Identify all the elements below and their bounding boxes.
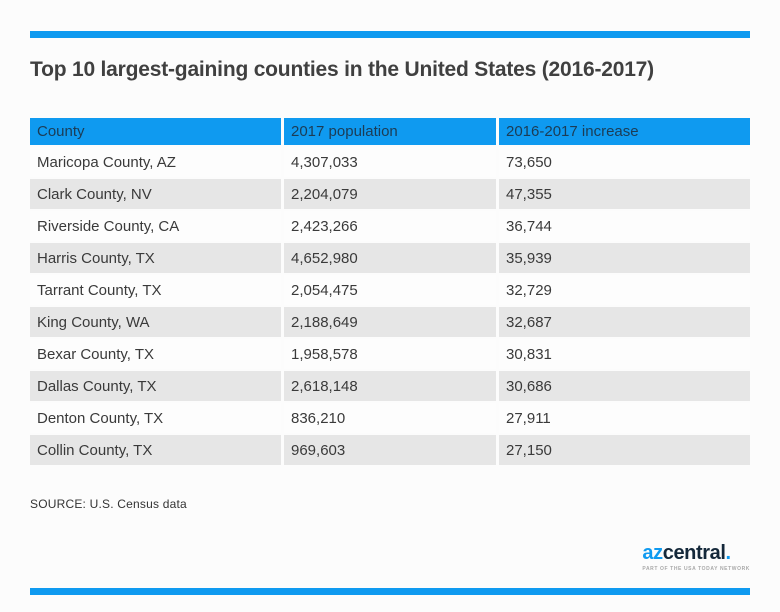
county-cell: Denton County, TX [30,403,281,433]
increase-cell: 32,687 [499,307,750,337]
population-cell: 2,204,079 [284,179,496,209]
azcentral-logo: azcentral. PART OF THE USA TODAY NETWORK [642,543,750,572]
table-row: Riverside County, CA 2,423,266 36,744 [30,211,750,241]
increase-cell: 73,650 [499,147,750,177]
table-row: Clark County, NV 2,204,079 47,355 [30,179,750,209]
county-cell: Bexar County, TX [30,339,281,369]
table-row: Tarrant County, TX 2,054,475 32,729 [30,275,750,305]
county-cell: Maricopa County, AZ [30,147,281,177]
county-cell: King County, WA [30,307,281,337]
increase-cell: 32,729 [499,275,750,305]
header-county: County [30,118,281,145]
county-cell: Riverside County, CA [30,211,281,241]
logo-central: central [662,542,726,564]
county-cell: Clark County, NV [30,179,281,209]
increase-cell: 27,911 [499,403,750,433]
header-population: 2017 population [284,118,496,145]
population-cell: 4,652,980 [284,243,496,273]
table-row: Denton County, TX 836,210 27,911 [30,403,750,433]
header-increase: 2016-2017 increase [499,118,750,145]
top-accent-bar [30,31,750,38]
increase-cell: 47,355 [499,179,750,209]
table-row: Maricopa County, AZ 4,307,033 73,650 [30,147,750,177]
counties-table: County 2017 population 2016-2017 increas… [30,118,750,465]
table-row: Collin County, TX 969,603 27,150 [30,435,750,465]
county-cell: Harris County, TX [30,243,281,273]
population-cell: 2,054,475 [284,275,496,305]
bottom-accent-bar [30,588,750,595]
population-cell: 2,423,266 [284,211,496,241]
increase-cell: 36,744 [499,211,750,241]
table-row: King County, WA 2,188,649 32,687 [30,307,750,337]
increase-cell: 27,150 [499,435,750,465]
logo-tagline: PART OF THE USA TODAY NETWORK [642,566,750,572]
population-cell: 4,307,033 [284,147,496,177]
population-cell: 1,958,578 [284,339,496,369]
page-title: Top 10 largest-gaining counties in the U… [30,58,654,81]
table-row: Dallas County, TX 2,618,148 30,686 [30,371,750,401]
increase-cell: 30,831 [499,339,750,369]
logo-dot: . [725,542,732,564]
county-cell: Tarrant County, TX [30,275,281,305]
county-cell: Collin County, TX [30,435,281,465]
population-cell: 2,188,649 [284,307,496,337]
population-cell: 2,618,148 [284,371,496,401]
population-cell: 969,603 [284,435,496,465]
increase-cell: 35,939 [499,243,750,273]
table-row: Harris County, TX 4,652,980 35,939 [30,243,750,273]
county-cell: Dallas County, TX [30,371,281,401]
population-cell: 836,210 [284,403,496,433]
logo-az: az [642,542,663,564]
increase-cell: 30,686 [499,371,750,401]
source-note: SOURCE: U.S. Census data [30,497,187,511]
table-header-row: County 2017 population 2016-2017 increas… [30,118,750,145]
table-row: Bexar County, TX 1,958,578 30,831 [30,339,750,369]
azcentral-wordmark: azcentral. [642,543,750,563]
